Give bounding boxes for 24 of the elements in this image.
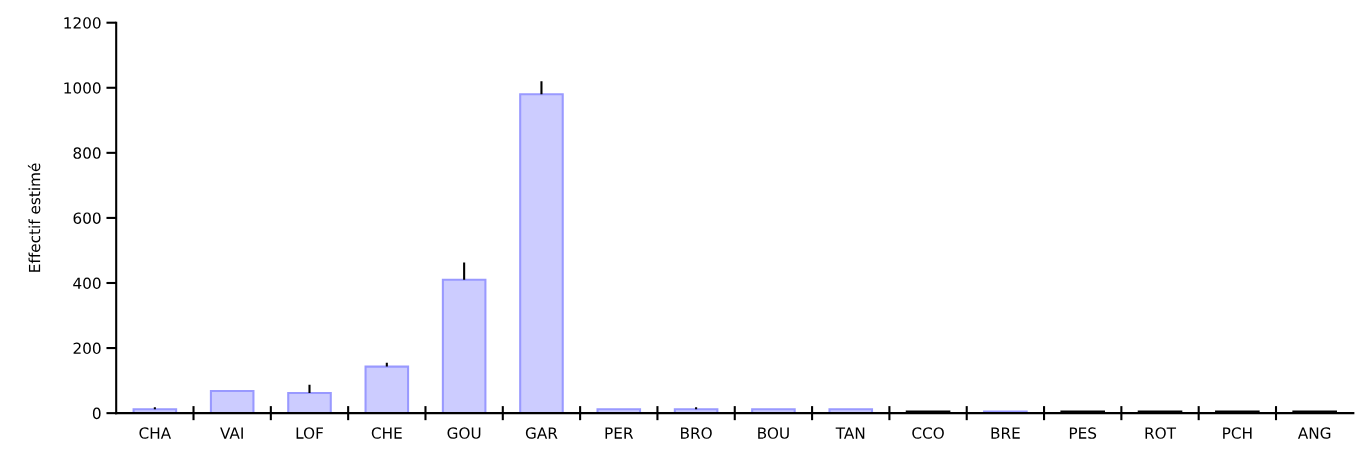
x-tick-label: BRE	[991, 427, 1020, 439]
y-tick-label: 800	[73, 147, 101, 159]
x-tick-label: BOU	[758, 427, 789, 439]
x-tick-label: VAI	[220, 427, 243, 439]
y-tick-label: 0	[92, 407, 101, 420]
x-tick-label: BRO	[681, 427, 712, 439]
x-tick-label: ROT	[1145, 427, 1177, 439]
x-tick-label: GOU	[447, 427, 481, 439]
x-tick-label: PES	[1069, 427, 1097, 439]
y-axis-title: Effectif estimé	[27, 163, 41, 272]
x-tick-label: CCO	[912, 427, 944, 439]
x-tick-label: CHE	[371, 427, 402, 439]
y-tick-label: 200	[73, 342, 101, 355]
y-tick-label: 1000	[64, 82, 101, 94]
x-tick-label: GAR	[525, 427, 558, 439]
x-tick-label: CHA	[139, 427, 172, 439]
x-tick-label: LOF	[296, 427, 323, 439]
x-tick-label: ANG	[1297, 427, 1331, 439]
y-tick-label: 1200	[64, 17, 101, 29]
y-tick-label: 600	[73, 212, 101, 224]
x-tick-label: PCH	[1223, 427, 1252, 439]
x-tick-label: TAN	[835, 427, 865, 439]
y-tick-label: 400	[73, 277, 101, 290]
x-tick-label: PER	[605, 427, 634, 439]
